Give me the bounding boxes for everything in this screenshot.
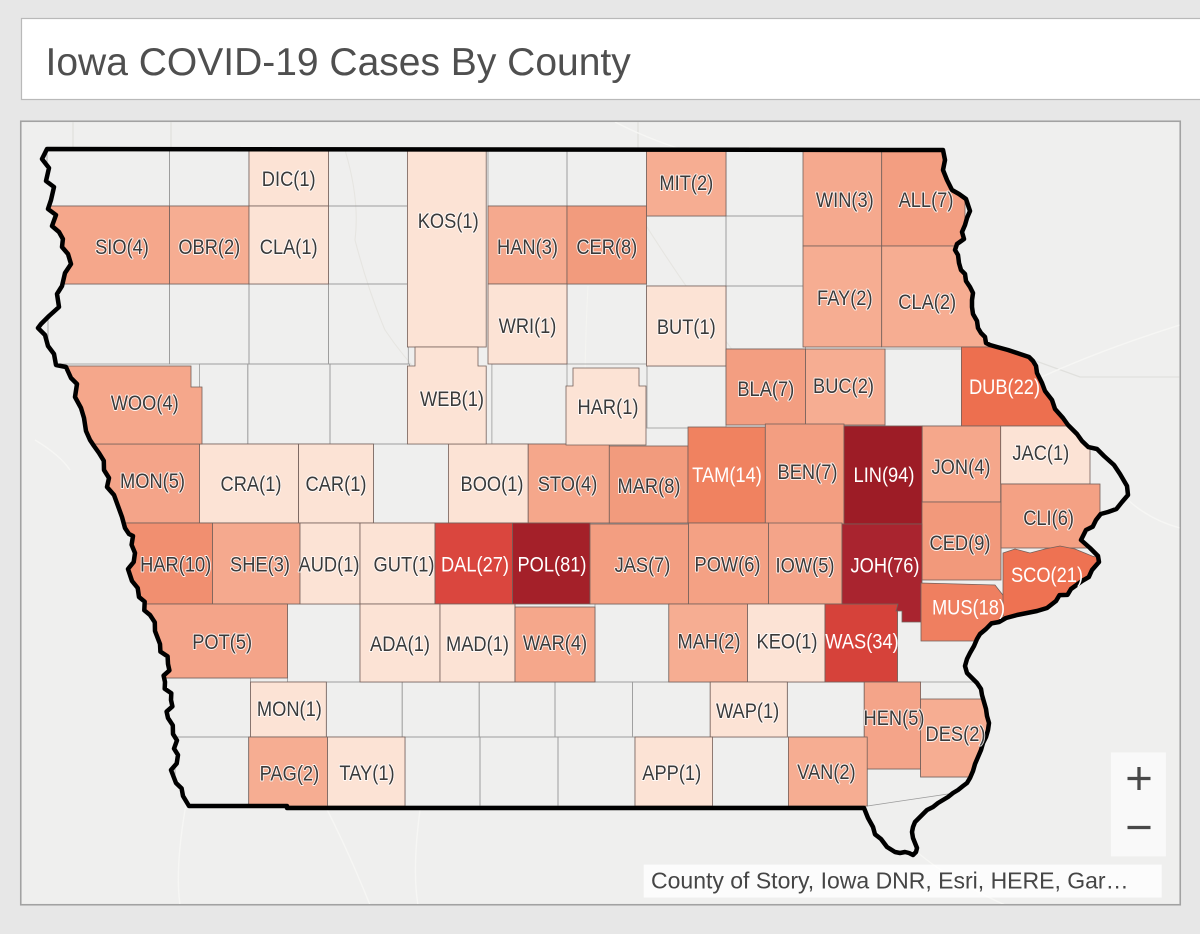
- svg-text:OBR(2): OBR(2): [178, 236, 240, 259]
- svg-text:KOS(1): KOS(1): [418, 210, 479, 233]
- svg-text:LIN(94): LIN(94): [854, 464, 915, 487]
- svg-text:JON(4): JON(4): [932, 456, 991, 479]
- svg-text:BEN(7): BEN(7): [778, 461, 838, 484]
- svg-text:SIO(4): SIO(4): [95, 236, 149, 259]
- svg-text:County of Story, Iowa DNR, Esr: County of Story, Iowa DNR, Esri, HERE, G…: [651, 867, 1129, 893]
- svg-text:SHE(3): SHE(3): [230, 554, 290, 577]
- svg-text:POW(6): POW(6): [695, 554, 761, 577]
- svg-text:WAP(1): WAP(1): [716, 700, 779, 723]
- svg-text:FAY(2): FAY(2): [817, 287, 873, 310]
- svg-text:WIN(3): WIN(3): [816, 189, 874, 212]
- svg-text:DUB(22): DUB(22): [969, 376, 1040, 399]
- svg-text:HAN(3): HAN(3): [497, 236, 558, 259]
- svg-text:TAY(1): TAY(1): [339, 762, 394, 785]
- svg-text:HEN(5): HEN(5): [864, 707, 925, 730]
- svg-text:JOH(76): JOH(76): [851, 555, 920, 578]
- svg-text:HAR(1): HAR(1): [578, 396, 639, 419]
- svg-text:MIT(2): MIT(2): [659, 172, 713, 195]
- svg-text:STO(4): STO(4): [538, 473, 598, 496]
- svg-text:MAD(1): MAD(1): [446, 633, 509, 656]
- svg-text:MAH(2): MAH(2): [678, 631, 741, 654]
- svg-text:BUT(1): BUT(1): [657, 316, 716, 339]
- svg-text:JAS(7): JAS(7): [615, 554, 671, 577]
- svg-text:APP(1): APP(1): [642, 762, 701, 785]
- svg-text:CLA(1): CLA(1): [260, 236, 318, 259]
- svg-text:BOO(1): BOO(1): [461, 473, 524, 496]
- svg-text:HAR(10): HAR(10): [140, 554, 211, 577]
- svg-text:ALL(7): ALL(7): [899, 189, 954, 212]
- svg-text:CAR(1): CAR(1): [306, 473, 367, 496]
- svg-text:IOW(5): IOW(5): [776, 555, 835, 578]
- svg-text:MAR(8): MAR(8): [618, 475, 681, 498]
- svg-text:VAN(2): VAN(2): [797, 761, 856, 784]
- svg-text:MUS(18): MUS(18): [932, 597, 1005, 620]
- svg-text:CLI(6): CLI(6): [1023, 507, 1074, 530]
- svg-text:KEO(1): KEO(1): [757, 631, 818, 654]
- svg-text:SCO(21): SCO(21): [1011, 564, 1083, 587]
- svg-text:MON(1): MON(1): [257, 698, 322, 721]
- svg-text:BUC(2): BUC(2): [813, 375, 874, 398]
- svg-text:WOO(4): WOO(4): [111, 392, 179, 415]
- svg-text:WRI(1): WRI(1): [499, 315, 557, 338]
- svg-text:PAG(2): PAG(2): [260, 763, 320, 786]
- svg-text:JAC(1): JAC(1): [1012, 442, 1069, 465]
- svg-text:CER(8): CER(8): [576, 236, 637, 259]
- svg-text:CED(9): CED(9): [930, 532, 991, 555]
- svg-text:POL(81): POL(81): [518, 554, 587, 577]
- svg-text:DES(2): DES(2): [926, 723, 986, 746]
- svg-text:WAR(4): WAR(4): [523, 632, 587, 655]
- svg-text:TAM(14): TAM(14): [692, 464, 762, 487]
- svg-text:DAL(27): DAL(27): [441, 554, 509, 577]
- svg-text:AUD(1): AUD(1): [299, 554, 360, 577]
- svg-text:WAS(34): WAS(34): [825, 631, 898, 654]
- svg-text:DIC(1): DIC(1): [262, 168, 316, 191]
- svg-text:GUT(1): GUT(1): [374, 554, 435, 577]
- svg-text:POT(5): POT(5): [192, 631, 252, 654]
- svg-text:ADA(1): ADA(1): [370, 633, 430, 656]
- svg-text:WEB(1): WEB(1): [420, 388, 484, 411]
- svg-text:CRA(1): CRA(1): [221, 473, 282, 496]
- svg-text:BLA(7): BLA(7): [737, 378, 794, 401]
- svg-text:CLA(2): CLA(2): [898, 291, 956, 314]
- svg-text:MON(5): MON(5): [120, 470, 185, 493]
- svg-text:Iowa COVID-19 Cases By County: Iowa COVID-19 Cases By County: [46, 41, 632, 84]
